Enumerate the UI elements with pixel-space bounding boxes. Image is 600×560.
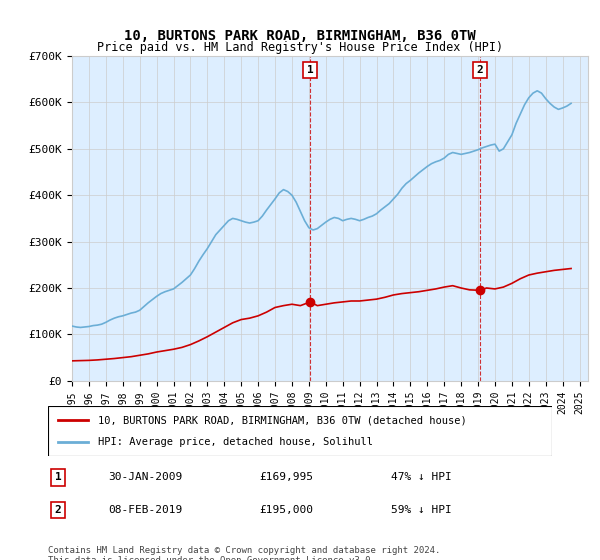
Text: £169,995: £169,995: [260, 473, 314, 482]
Text: 08-FEB-2019: 08-FEB-2019: [109, 505, 183, 515]
Text: Price paid vs. HM Land Registry's House Price Index (HPI): Price paid vs. HM Land Registry's House …: [97, 41, 503, 54]
Text: 10, BURTONS PARK ROAD, BIRMINGHAM, B36 0TW (detached house): 10, BURTONS PARK ROAD, BIRMINGHAM, B36 0…: [98, 415, 467, 425]
Text: 30-JAN-2009: 30-JAN-2009: [109, 473, 183, 482]
Text: 2: 2: [55, 505, 61, 515]
Text: HPI: Average price, detached house, Solihull: HPI: Average price, detached house, Soli…: [98, 437, 373, 447]
Text: 1: 1: [55, 473, 61, 482]
Text: 47% ↓ HPI: 47% ↓ HPI: [391, 473, 451, 482]
Text: 2: 2: [476, 65, 484, 75]
Text: 1: 1: [307, 65, 314, 75]
Text: Contains HM Land Registry data © Crown copyright and database right 2024.
This d: Contains HM Land Registry data © Crown c…: [48, 546, 440, 560]
Text: £195,000: £195,000: [260, 505, 314, 515]
FancyBboxPatch shape: [48, 406, 552, 456]
Text: 59% ↓ HPI: 59% ↓ HPI: [391, 505, 451, 515]
Text: 10, BURTONS PARK ROAD, BIRMINGHAM, B36 0TW: 10, BURTONS PARK ROAD, BIRMINGHAM, B36 0…: [124, 29, 476, 44]
